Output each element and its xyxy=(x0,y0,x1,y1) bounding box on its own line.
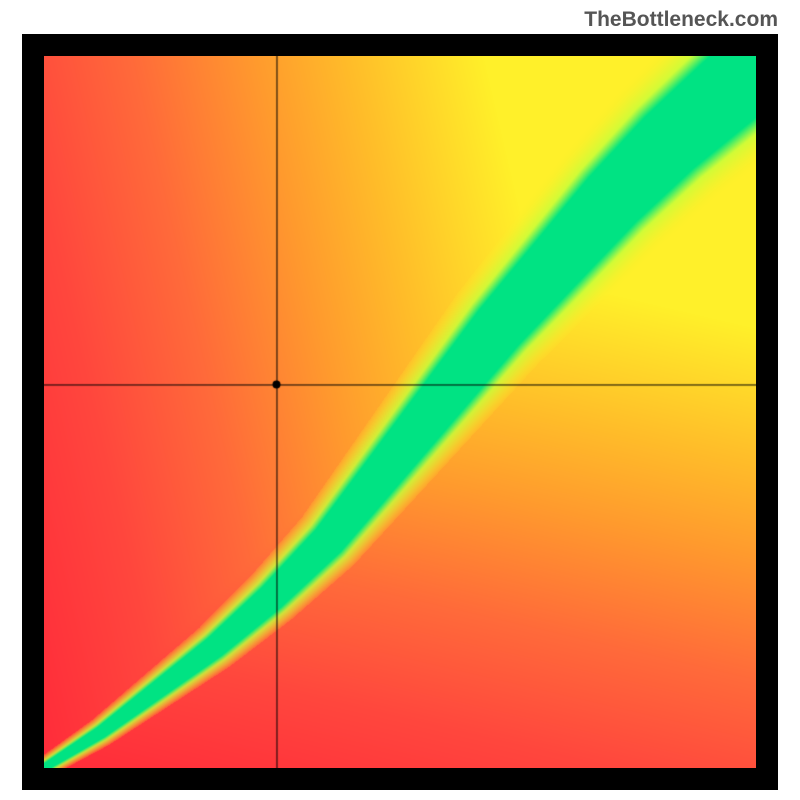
watermark-text: TheBottleneck.com xyxy=(584,8,778,32)
plot-area xyxy=(44,56,756,768)
heatmap-canvas xyxy=(44,56,756,768)
chart-container: TheBottleneck.com xyxy=(0,0,800,800)
chart-frame xyxy=(22,34,778,790)
